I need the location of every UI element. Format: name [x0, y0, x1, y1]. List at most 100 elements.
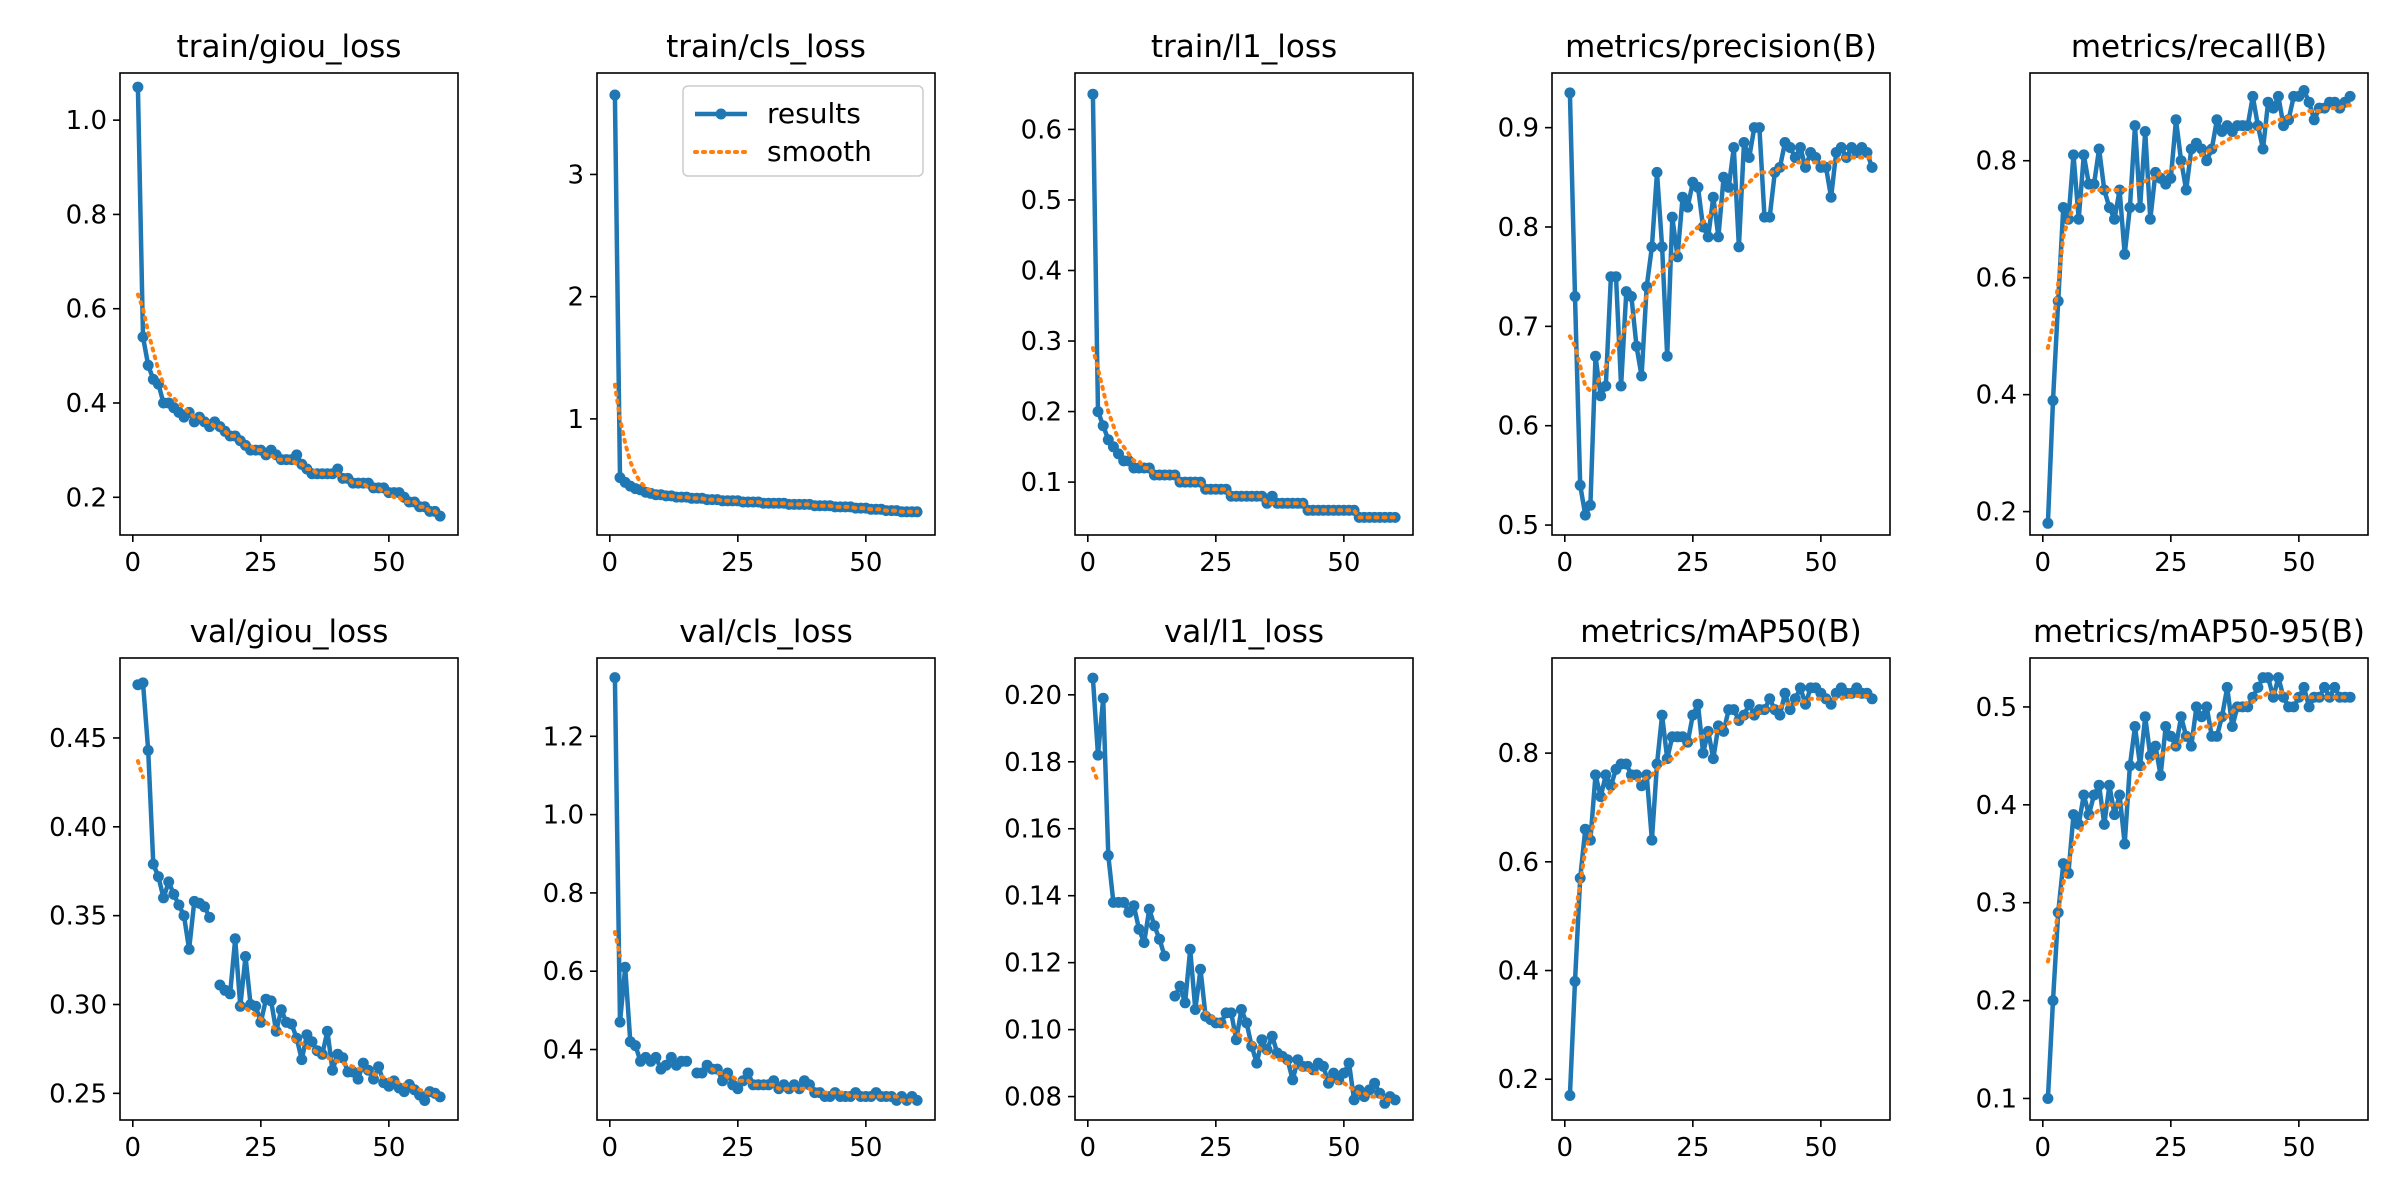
subplot-3: train/l1_loss 0 25 50 0.1 0.2 0.3 0.4 0.5 0.6 [1021, 29, 1414, 578]
results-point [742, 1067, 754, 1079]
subplot-10: metrics/mAP50-95(B) 0 25 50 0.1 0.2 0.3 0.4 0.5 [1976, 614, 2369, 1163]
smooth-line [135, 759, 443, 1099]
x-tick-label: 50 [2282, 1133, 2315, 1163]
results-point [1661, 350, 1673, 362]
legend-smooth-label: smooth [767, 135, 872, 168]
x-tick-label: 25 [1199, 1133, 1232, 1163]
results-point [1225, 1007, 1237, 1019]
series-layer [609, 89, 923, 518]
results-point [1636, 370, 1648, 382]
results-point [1584, 499, 1596, 511]
results-point [1810, 152, 1822, 163]
results-point [1097, 420, 1109, 432]
results-point [1348, 1094, 1360, 1106]
results-point [1317, 1060, 1329, 1072]
results-point [2144, 750, 2156, 762]
results-point [2078, 789, 2090, 801]
y-tick-label: 0.7 [1498, 312, 1539, 342]
results-point [1794, 682, 1806, 694]
results-point [1656, 241, 1668, 253]
results-point [352, 1073, 364, 1085]
results-point [2170, 114, 2182, 126]
results-point [1753, 122, 1765, 134]
results-point [373, 1061, 385, 1073]
results-point [2211, 730, 2223, 742]
axes-frame [1074, 72, 1414, 536]
y-tick-label: 0.2 [1976, 987, 2017, 1017]
results-point [619, 961, 631, 973]
results-point [152, 871, 164, 883]
y-tick-label: 0.08 [1004, 1083, 1062, 1113]
y-tick-label: 0.4 [1021, 256, 1062, 286]
results-point [1102, 850, 1114, 861]
results-point [2124, 202, 2136, 213]
results-point [137, 677, 149, 689]
results-point [1169, 990, 1181, 1002]
results-point [1707, 191, 1719, 203]
results-point [1374, 1087, 1386, 1099]
results-point [291, 449, 303, 461]
results-point [1343, 1057, 1355, 1069]
results-point [2180, 184, 2192, 196]
axes-frame [119, 72, 459, 536]
subplot-9: metrics/mAP50(B) 0 25 50 0.2 0.4 0.6 0.8 [1498, 614, 1891, 1163]
results-point [2196, 143, 2208, 155]
y-tick-label: 0.6 [66, 295, 107, 325]
results-point [2144, 213, 2156, 225]
results-point [2201, 701, 2213, 713]
results-point [1784, 704, 1796, 716]
results-point [2155, 770, 2167, 781]
results-point [1636, 780, 1648, 792]
results-point [1743, 152, 1755, 163]
x-tick-label: 25 [1676, 548, 1709, 578]
results-point [327, 1064, 338, 1076]
results-point [142, 744, 154, 756]
results-point [1569, 975, 1581, 987]
results-point [665, 1051, 677, 1063]
plot-area [597, 658, 935, 1120]
results-point [1266, 1030, 1278, 1042]
results-point [2068, 149, 2079, 161]
results-point [163, 876, 175, 888]
results-point [1154, 933, 1165, 945]
results-point [1692, 698, 1704, 710]
y-tick-label: 0.30 [49, 991, 107, 1021]
results-point [1794, 142, 1806, 153]
results-point [142, 359, 154, 371]
x-tick-label: 0 [2035, 1133, 2052, 1163]
results-point [2103, 779, 2115, 791]
y-tick-label: 0.4 [66, 389, 107, 419]
results-point [224, 988, 236, 1000]
subplot-6: val/giou_loss 0 25 50 0.25 0.30 0.35 0.40 0.45 [49, 614, 459, 1163]
y-tick-label: 0.6 [1498, 412, 1539, 442]
results-point [2303, 96, 2315, 108]
results-point [2134, 202, 2146, 213]
x-tick-label: 50 [372, 548, 405, 578]
x-tick-label: 0 [1080, 548, 1097, 578]
axes-frame [596, 72, 936, 536]
legend-results-marker [715, 108, 727, 120]
legend: results smooth [682, 85, 924, 177]
axes-frame [1551, 657, 1891, 1121]
axes-frame [596, 657, 936, 1121]
results-point [2139, 126, 2151, 137]
results-point [717, 1075, 728, 1087]
results-point [2119, 248, 2131, 260]
results-point [173, 899, 185, 911]
plot-area [1552, 73, 1890, 535]
axes-frame [2029, 72, 2369, 536]
results-point [1128, 900, 1140, 912]
results-point [1697, 747, 1709, 759]
results-point [332, 463, 344, 475]
subplot-title: val/giou_loss [190, 614, 389, 650]
results-point [240, 951, 251, 962]
results-point [1251, 1057, 1263, 1069]
results-point [1600, 769, 1612, 781]
results-point [306, 1036, 318, 1048]
results-point [1087, 88, 1099, 100]
subplot-title: val/cls_loss [679, 614, 853, 650]
results-point [1092, 406, 1104, 418]
x-tick-label: 50 [372, 1133, 405, 1163]
results-point [2042, 517, 2054, 529]
